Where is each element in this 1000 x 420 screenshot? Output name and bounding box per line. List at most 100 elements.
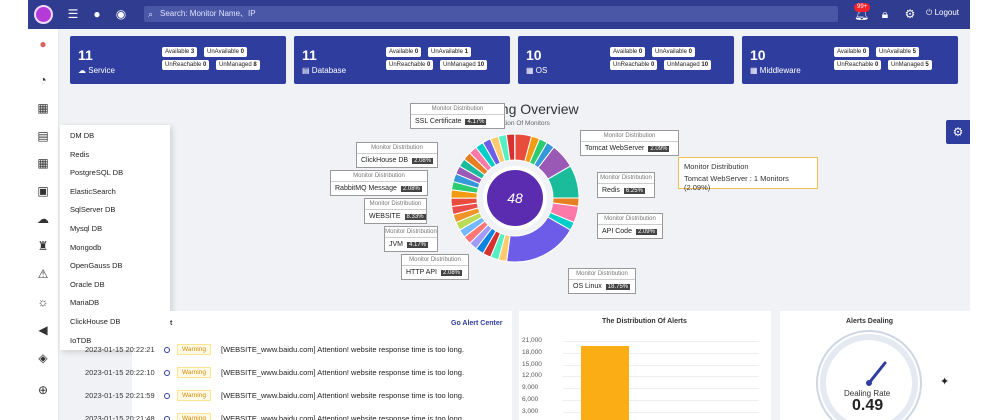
- submenu-item[interactable]: Mysql DB: [70, 224, 103, 233]
- label-percent: 2.08%: [412, 158, 434, 164]
- submenu-item[interactable]: PostgreSQL DB: [70, 168, 124, 178]
- grid-line: [563, 341, 759, 342]
- distribution-label: Monitor Distribution RabbitMQ Message 2.08…: [330, 170, 428, 196]
- alert-row[interactable]: 2023-01-15 20:21:59 Warning [WEBSITE_www.b…: [85, 388, 512, 404]
- go-alert-center-link[interactable]: Go Alert Center: [451, 320, 503, 327]
- stat-card-database[interactable]: 11 ▤ Database Available 0 UnAvailable 1 …: [294, 36, 510, 84]
- label-header: Monitor Distribution: [411, 104, 504, 115]
- shirt-icon[interactable]: ♜: [37, 239, 49, 253]
- label-body: HTTP API 2.08%: [402, 266, 468, 279]
- label-name: RabbitMQ Message: [335, 185, 397, 192]
- submenu-item[interactable]: Oracle DB: [70, 279, 105, 289]
- grid-line: [563, 388, 759, 390]
- label-body: WEBSITE 8.33%: [365, 210, 426, 223]
- apps-icon[interactable]: ▦: [37, 156, 49, 170]
- os-icon: ▦: [526, 66, 534, 75]
- pill-label: Available: [837, 49, 862, 55]
- submenu-item[interactable]: OpenGauss DB: [70, 261, 123, 271]
- dashboard-icon[interactable]: ◔: [39, 73, 47, 87]
- bulb-icon[interactable]: ☼: [37, 295, 49, 309]
- label-percent: 18.75%: [605, 284, 631, 290]
- distribution-label: Monitor Distribution API Code 2.09%: [597, 213, 663, 239]
- alert-time: 2023-01-15 20:21:48: [85, 414, 155, 420]
- timeline-dot: [164, 347, 170, 353]
- label-name: ClickHouse DB: [361, 157, 409, 164]
- distribution-label: Monitor Distribution HTTP API 2.08%: [401, 254, 469, 280]
- label-body: JVM 4.17%: [385, 238, 437, 251]
- grid-icon[interactable]: ▦: [37, 101, 49, 115]
- pill-label: UnAvailable: [207, 49, 239, 55]
- alert-row[interactable]: 2023-01-15 20:21:48 Warning [WEBSITE_www.b…: [85, 411, 512, 420]
- donut-center: [487, 170, 543, 226]
- pill-unavailable: UnAvailable 0: [204, 47, 247, 57]
- tag-icon[interactable]: ◈: [38, 351, 48, 365]
- top-header: ☰ ● ◉ ⌕ Search: Monitor Name、IP 🔔︎ 99+ 🔒…: [28, 0, 970, 29]
- alert-bar: [581, 346, 629, 420]
- pill-unmanaged: UnManaged 5: [888, 60, 932, 70]
- search-input[interactable]: ⌕ Search: Monitor Name、IP: [144, 6, 838, 22]
- pill-value: 8: [253, 62, 257, 68]
- pill-value: 0: [638, 49, 643, 55]
- y-tick-label: 18,000: [522, 348, 542, 356]
- submenu-item[interactable]: Redis: [70, 149, 90, 159]
- submenu-item[interactable]: ElasticSearch: [70, 186, 116, 196]
- magic-wand-icon[interactable]: ✦: [940, 376, 950, 388]
- y-tick-label: 21,000: [522, 337, 542, 344]
- gear-icon: ⚙: [952, 125, 964, 139]
- logout-icon: ⏻: [926, 8, 933, 17]
- label-header: Monitor Distribution: [402, 255, 468, 266]
- submenu-item[interactable]: ClickHouse DB: [70, 317, 121, 326]
- label-header: Monitor Distribution: [598, 173, 654, 184]
- stat-card-middleware[interactable]: 10 ▦ Middleware Available 0 UnAvailable …: [742, 36, 958, 84]
- stat-card-os[interactable]: 10 ▦ OS Available 0 UnAvailable 0 UnReac…: [518, 36, 734, 84]
- pill-value: 0: [414, 49, 419, 55]
- distribution-label: Monitor Distribution SSL Certificate 4.17%: [410, 103, 505, 129]
- settings-float-button[interactable]: ⚙: [946, 120, 970, 144]
- gitee-icon[interactable]: ◉: [115, 7, 127, 21]
- gear-icon[interactable]: ⚙: [904, 7, 916, 21]
- submenu-item[interactable]: Mongodb: [70, 242, 102, 252]
- label-header: Monitor Distribution: [385, 227, 437, 238]
- submenu-item[interactable]: IoTDB: [70, 335, 92, 345]
- overview-subtitle: The Distribution Of Monitors: [469, 120, 550, 127]
- cloud-icon[interactable]: ☁: [37, 212, 49, 226]
- lock-icon[interactable]: 🔒︎: [881, 7, 889, 21]
- alert-row[interactable]: 2023-01-15 20:22:10 Warning [WEBSITE_www.b…: [85, 365, 512, 381]
- github-icon[interactable]: ●: [93, 7, 101, 21]
- pill-unmanaged: UnManaged 8: [216, 60, 260, 70]
- app-logo[interactable]: [34, 5, 53, 24]
- y-tick-label: 12,000: [522, 372, 542, 380]
- pill-value: 3: [190, 49, 195, 55]
- label-percent: 4.17%: [407, 242, 429, 248]
- label-name: JVM: [389, 241, 403, 248]
- card-name-label: OS: [535, 66, 548, 75]
- pill-label: Available: [389, 49, 414, 55]
- submenu-item[interactable]: MariaDB: [70, 298, 100, 308]
- alert-level-badge: Warning: [177, 413, 211, 420]
- database-icon[interactable]: ▤: [37, 129, 49, 143]
- menu-toggle-icon[interactable]: ☰: [67, 7, 79, 21]
- alarm-icon[interactable]: ⚠: [37, 267, 49, 281]
- pill-available: Available 0: [386, 47, 422, 57]
- label-body: OS Linux 18.75%: [569, 280, 635, 293]
- alert-row[interactable]: 2023-01-15 20:22:21 Warning [WEBSITE_www.b…: [85, 342, 512, 358]
- pill-value: 0: [427, 62, 431, 68]
- globe-icon[interactable]: ⊕: [37, 383, 49, 397]
- card-name-label: Database: [311, 66, 347, 75]
- submenu-item[interactable]: SqlServer DB: [70, 205, 116, 215]
- label-name: Tomcat WebServer: [585, 145, 645, 152]
- logout-button[interactable]: ⏻ Logout: [926, 8, 959, 18]
- pill-value: 0: [688, 49, 692, 55]
- label-header: Monitor Distribution: [569, 269, 635, 280]
- alert-level-badge: Warning: [177, 367, 211, 378]
- layout-icon[interactable]: ▣: [37, 184, 49, 198]
- avatar[interactable]: ●: [39, 37, 47, 51]
- submenu-item[interactable]: DM DB: [70, 131, 95, 140]
- label-header: Monitor Distribution: [357, 143, 437, 154]
- label-percent: 4.17%: [465, 119, 487, 125]
- search-placeholder: Search: Monitor Name、IP: [160, 9, 256, 18]
- label-name: API Code: [602, 228, 632, 235]
- label-name: OS Linux: [573, 283, 602, 290]
- stat-card-service[interactable]: 11 ☁ Service Available 3 UnAvailable 0 U…: [70, 36, 286, 84]
- megaphone-icon[interactable]: ◀: [38, 323, 48, 337]
